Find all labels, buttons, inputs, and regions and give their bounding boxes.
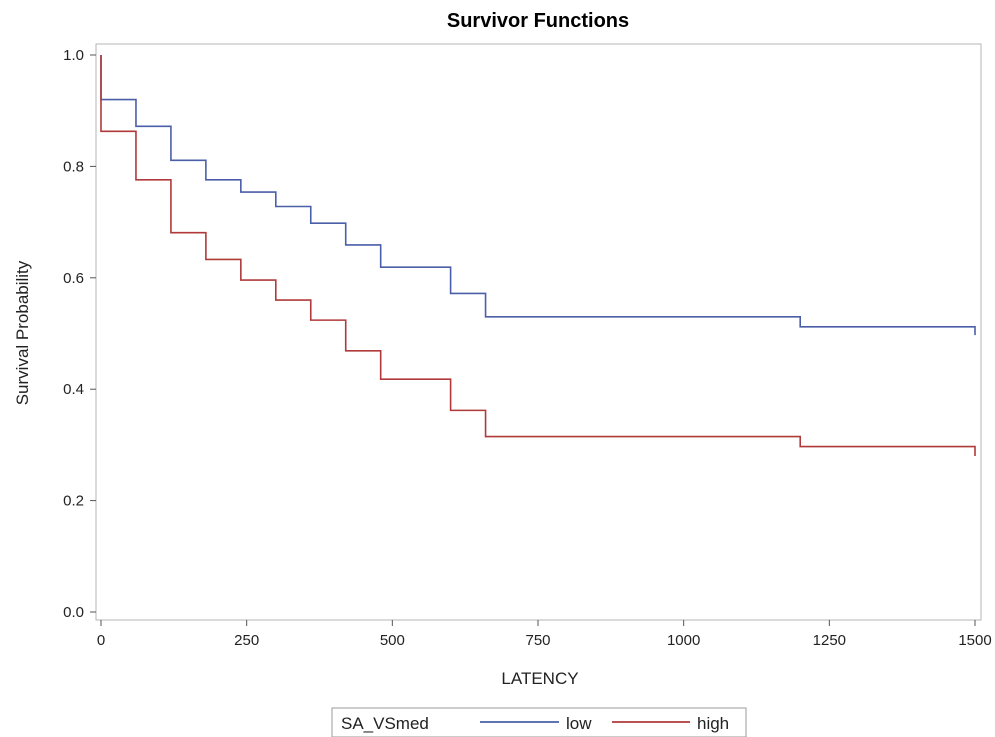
x-tick-label: 750 bbox=[525, 632, 550, 649]
x-tick-label: 1500 bbox=[958, 632, 991, 649]
legend: SA_VSmed low high bbox=[331, 707, 747, 737]
y-axis: 0.0 0.2 0.4 0.6 0.8 1.0 bbox=[63, 47, 96, 621]
y-tick-label: 0.2 bbox=[63, 493, 84, 510]
x-tick-label: 500 bbox=[380, 632, 405, 649]
series-layer bbox=[100, 55, 976, 457]
legend-label-high: high bbox=[697, 714, 729, 733]
x-tick-label: 0 bbox=[97, 632, 105, 649]
legend-title: SA_VSmed bbox=[341, 714, 429, 733]
y-tick-label: 0.6 bbox=[63, 270, 84, 287]
x-tick-label: 1250 bbox=[813, 632, 846, 649]
series-line-low bbox=[100, 55, 976, 336]
legend-label-low: low bbox=[566, 714, 592, 733]
x-axis-label: LATENCY bbox=[501, 669, 578, 688]
series-line-high bbox=[100, 55, 976, 457]
y-axis-label: Survival Probability bbox=[13, 260, 32, 405]
x-axis: 0 250 500 750 1000 1250 1500 bbox=[97, 620, 992, 649]
y-tick-label: 0.8 bbox=[63, 158, 84, 175]
chart-title: Survivor Functions bbox=[447, 10, 629, 32]
y-tick-label: 1.0 bbox=[63, 47, 84, 64]
x-tick-label: 250 bbox=[234, 632, 259, 649]
y-tick-label: 0.4 bbox=[63, 381, 84, 398]
x-tick-label: 1000 bbox=[667, 632, 700, 649]
plot-frame bbox=[95, 43, 982, 621]
y-tick-label: 0.0 bbox=[63, 604, 84, 621]
